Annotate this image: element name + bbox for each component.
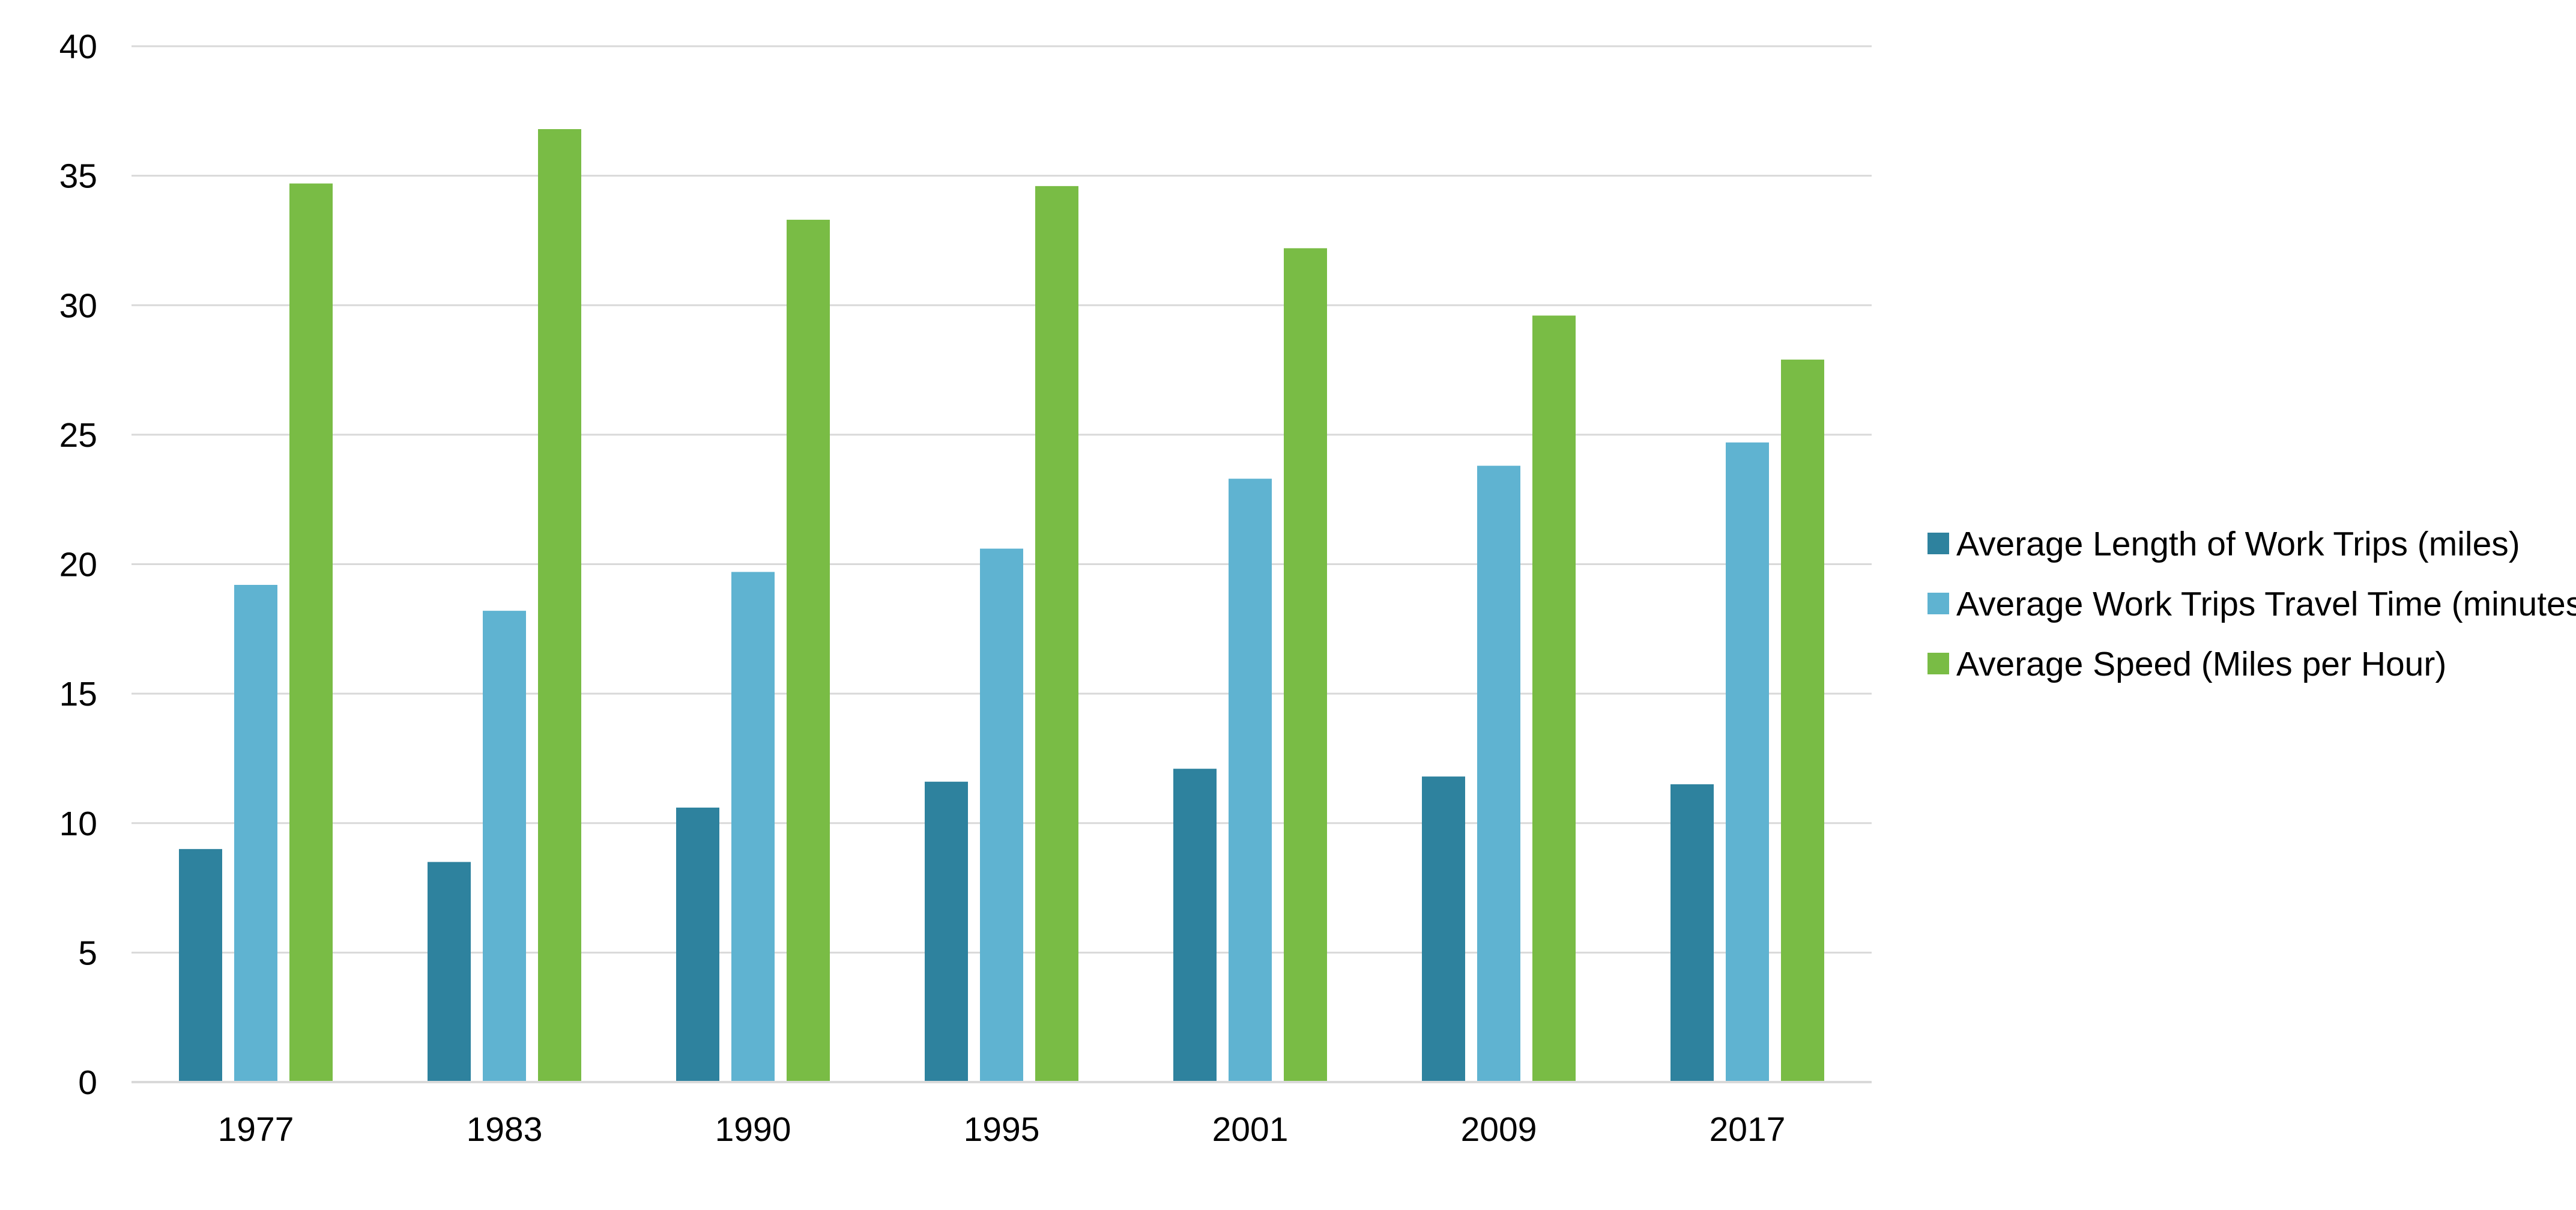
bar-1983-series-3 [538,129,581,1082]
legend-swatch-3 [1927,653,1949,674]
bar-1983-series-1 [428,862,471,1082]
x-tick-label: 1995 [964,1110,1040,1149]
bar-1977-series-3 [289,183,333,1082]
bar-1983-series-2 [483,611,526,1082]
y-tick-label: 30 [59,286,97,325]
legend-swatch-2 [1927,593,1949,614]
bar-1977-series-1 [179,849,222,1082]
bar-2009-series-2 [1477,465,1520,1082]
legend-label-2: Average Work Trips Travel Time (minutes) [1956,585,2576,623]
bar-2017-series-1 [1670,784,1714,1082]
bar-2017-series-2 [1726,442,1769,1082]
x-tick-label: 2009 [1461,1110,1537,1149]
legend-label-3: Average Speed (Miles per Hour) [1956,645,2446,683]
legend-label-1: Average Length of Work Trips (miles) [1956,525,2520,563]
y-tick-label: 0 [78,1063,97,1102]
bar-2001-series-2 [1229,479,1272,1082]
bar-2017-series-3 [1781,359,1824,1082]
bar-1990-series-3 [787,219,830,1082]
bar-2001-series-3 [1284,248,1327,1082]
y-tick-label: 20 [59,546,97,584]
y-tick-label: 10 [59,805,97,843]
bar-1977-series-2 [234,585,277,1082]
bar-1995-series-1 [925,781,968,1082]
legend-swatch-1 [1927,533,1949,554]
y-tick-label: 35 [59,157,97,196]
y-tick-label: 25 [59,416,97,455]
legend: Average Length of Work Trips (miles) Aver… [1927,525,2576,683]
bar-1995-series-3 [1035,186,1078,1082]
x-tick-label: 1990 [715,1110,791,1149]
x-tick-label: 2017 [1710,1110,1786,1149]
axes: 0 5 10 15 20 25 30 35 40 1977 1983 1990 1995 2001 2009… [59,28,1872,1149]
bar-2009-series-3 [1532,315,1576,1082]
bar-2009-series-1 [1422,776,1465,1082]
bar-1990-series-2 [731,572,775,1082]
x-tick-label: 2001 [1212,1110,1289,1149]
y-tick-label: 5 [78,934,97,972]
bar-1990-series-1 [676,807,719,1082]
y-tick-label: 15 [59,675,97,713]
bar-1995-series-2 [980,548,1023,1082]
x-tick-label: 1977 [218,1110,294,1149]
bars [179,129,1824,1082]
y-tick-label: 40 [59,28,97,66]
x-tick-label: 1983 [467,1110,543,1149]
bar-2001-series-1 [1173,769,1217,1082]
